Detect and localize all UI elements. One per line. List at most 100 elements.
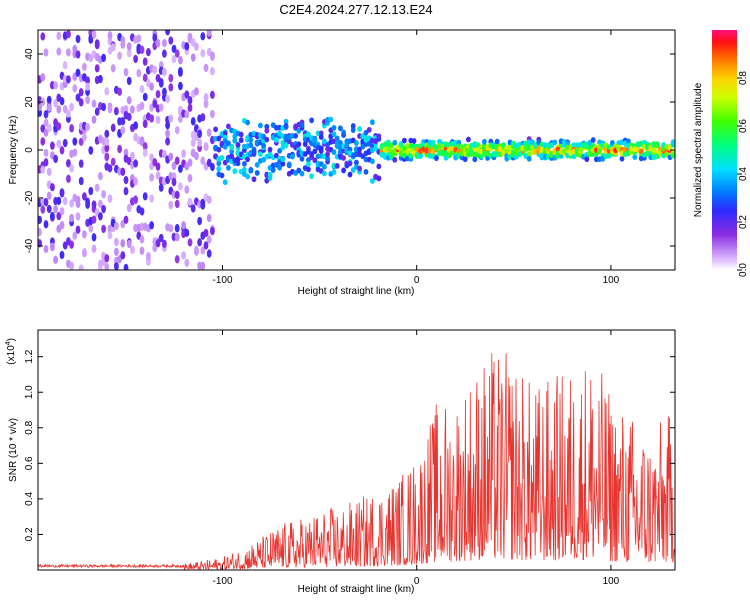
spectrogram-cell	[59, 221, 65, 230]
spectrogram-cell	[318, 134, 324, 140]
spectrogram-cell	[120, 126, 126, 135]
spectrogram-cell	[357, 126, 362, 132]
spectrogram-cell	[235, 141, 241, 148]
spectrogram-cell	[184, 42, 190, 51]
spectrogram-cell	[56, 122, 62, 131]
spectrogram-cell	[322, 163, 327, 170]
spectrogram-cell	[651, 147, 657, 153]
spectrogram-cell	[152, 99, 158, 109]
spectrogram-cell	[56, 196, 62, 206]
snr-y-tick-label: 1.2	[24, 349, 35, 363]
spectrogram-cell	[91, 215, 97, 224]
spectrogram-cell	[120, 239, 126, 248]
spectrogram-cell	[178, 56, 183, 65]
spectrogram-cell	[366, 126, 372, 133]
spectrogram-cell	[133, 54, 139, 64]
spectrogram-cell	[171, 161, 177, 171]
spectrogram-cell	[162, 150, 167, 159]
spectrogram-cell	[75, 93, 81, 102]
spectrogram-cell	[434, 155, 439, 162]
spectrogram-cell	[187, 174, 193, 183]
snr-x-axis-label: Height of straight line (km)	[298, 584, 415, 595]
spectrogram-cell	[85, 200, 90, 210]
spectrogram-cell	[181, 251, 187, 260]
spectrogram-cell	[75, 199, 81, 209]
spectrogram-cell	[248, 136, 254, 143]
spectrogram-cell	[306, 166, 311, 173]
spectrogram-cell	[117, 144, 122, 154]
spectrogram-cell	[91, 244, 97, 253]
spectrogram-cell	[114, 221, 119, 231]
spectrogram-cell	[309, 117, 314, 124]
spectrogram-cell	[155, 162, 161, 171]
spectrogram-cell	[184, 90, 190, 99]
spectrogram-cell	[104, 137, 110, 146]
spectrogram-cell	[306, 161, 311, 167]
spectrogram-cell	[88, 146, 94, 155]
spectrogram-cell	[270, 167, 276, 173]
spectrogram-cell	[254, 170, 260, 176]
spectrogram-cell	[200, 32, 206, 41]
spectrogram-cell	[392, 156, 398, 163]
spectrogram-cell	[104, 87, 110, 96]
spectrogram-cell	[206, 235, 212, 244]
spectrogram-cell	[283, 118, 289, 125]
spectrogram-cell	[331, 125, 337, 131]
spectrogram-cell	[43, 118, 49, 127]
spectrogram-cell	[181, 221, 187, 230]
spectrogram-cell	[50, 183, 55, 192]
spectrogram-cell	[120, 220, 126, 229]
colorbar: 0.0 0.2 0.4 0.6 0.8 Normalized spectral ampl…	[693, 30, 749, 277]
spectrogram-cell	[43, 158, 49, 167]
spectrogram-cell	[142, 142, 148, 151]
spectrogram-cell	[78, 159, 84, 168]
snr-x-tick-label: -100	[212, 576, 232, 587]
spectrogram-cell	[322, 138, 327, 145]
spectrogram-cell	[149, 82, 155, 91]
spectrogram-cell	[66, 159, 71, 168]
spectrogram-cell	[619, 155, 625, 162]
spectrogram-cell	[126, 76, 132, 86]
spectrogram-cell	[216, 146, 222, 153]
spectrogram-cell	[155, 171, 161, 180]
spectrogram-cell	[69, 164, 74, 173]
spectrogram-cell	[229, 153, 235, 160]
spectrogram-cell	[133, 121, 139, 130]
spectrogram-cell	[149, 194, 155, 203]
spectrogram-cell	[430, 140, 436, 147]
spectrogram-cell	[210, 226, 215, 236]
spectrogram-cell	[402, 137, 407, 144]
spectrogram-cell	[43, 148, 49, 158]
spectrogram-cell	[38, 227, 42, 237]
spectrogram-cell	[232, 137, 238, 144]
spectrogram-cell	[38, 215, 42, 225]
spectrogram-cell	[56, 31, 62, 40]
spectrogram-cell	[94, 39, 100, 48]
spectrogram-cell	[341, 167, 346, 174]
spectrogram-cell	[126, 203, 132, 213]
spectrogram-cell	[139, 101, 145, 111]
spectrogram-cell	[219, 154, 225, 161]
spectrogram-cell	[590, 137, 596, 143]
spectrogram-cell	[274, 136, 279, 143]
spectrogram-cell	[290, 153, 295, 160]
spectrogram-cell	[139, 45, 145, 54]
spectrogram-cell	[133, 195, 139, 204]
spectrogram-cell	[94, 183, 100, 192]
snr-series-line	[38, 353, 675, 570]
spectrogram-cell	[187, 197, 193, 206]
spectrogram-cell	[46, 95, 52, 105]
spectrogram-cell	[197, 129, 203, 139]
spectrogram-cell	[187, 32, 193, 42]
spectrogram-cell	[69, 213, 74, 223]
spectrogram-cell	[69, 261, 74, 270]
spectrogram-axes: -100 0 100 -40 -20 0 20 40	[24, 30, 675, 286]
spectrogram-cell	[216, 165, 222, 172]
spectrogram-cell	[149, 173, 155, 182]
spectrogram-cell	[50, 211, 55, 221]
spectrogram-cell	[101, 53, 106, 63]
spectrogram-cell	[466, 136, 471, 143]
spectrogram-cell	[82, 230, 87, 239]
spectrogram-cell	[251, 176, 257, 183]
spectrogram-cell	[104, 143, 110, 153]
